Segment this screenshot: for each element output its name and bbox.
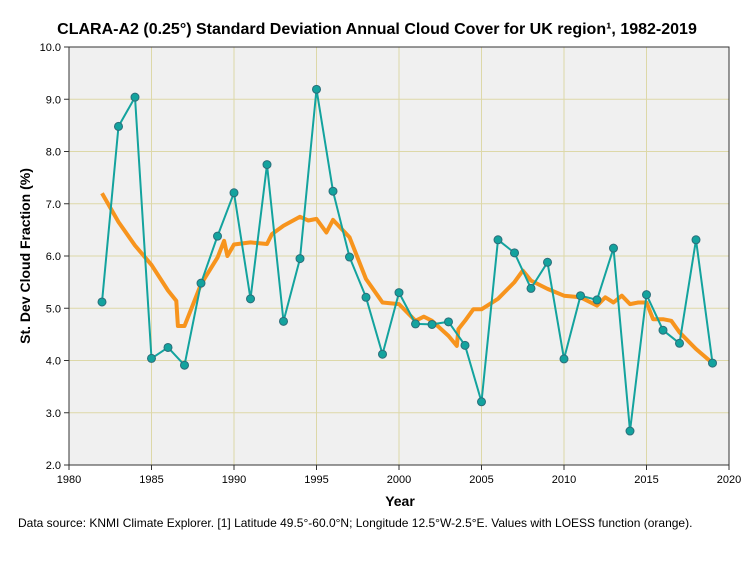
data-point (345, 252, 354, 262)
data-point (658, 325, 668, 335)
data-point (378, 349, 387, 359)
data-point (114, 121, 123, 131)
y-tick-label: 6.0 (46, 251, 61, 263)
y-tick-label: 10.0 (40, 42, 61, 54)
y-tick-label: 5.0 (46, 303, 61, 315)
data-point (543, 257, 552, 267)
data-point (477, 397, 486, 407)
data-point (493, 235, 503, 245)
x-tick-label: 2015 (634, 474, 658, 486)
data-point (147, 353, 156, 363)
data-point (163, 342, 173, 352)
x-axis-label: Year (385, 493, 415, 509)
y-tick-label: 8.0 (46, 147, 61, 159)
data-point (246, 294, 255, 304)
axes: 1980 1985 1990 1995 2000 2005 2010 2015 2020 2.0 3… (40, 42, 742, 486)
data-point (328, 186, 338, 196)
data-point (691, 235, 701, 245)
observed-line (101, 88, 714, 432)
chart-title: CLARA-A2 (0.25°) Standard Deviation Annu… (57, 21, 697, 38)
data-point (625, 426, 635, 436)
data-point (427, 319, 437, 329)
x-tick-label: 1980 (57, 474, 81, 486)
data-point (229, 188, 239, 198)
data-point (708, 358, 717, 368)
data-point (394, 288, 404, 298)
y-tick-label: 3.0 (46, 408, 61, 420)
x-tick-label: 2020 (717, 474, 741, 486)
y-axis-label: St. Dev Cloud Fraction (%) (17, 168, 33, 344)
data-point (609, 243, 618, 253)
x-tick-label: 2000 (387, 474, 411, 486)
x-tick-label: 1985 (139, 474, 163, 486)
data-point (675, 338, 684, 348)
loess-line (100, 192, 714, 365)
x-tick-label: 2010 (552, 474, 576, 486)
data-point (592, 295, 602, 305)
data-point (279, 316, 288, 326)
data-point (262, 160, 272, 170)
x-tick-label: 1990 (222, 474, 246, 486)
y-tick-label: 9.0 (46, 94, 61, 106)
data-point (130, 92, 140, 102)
y-tick-label: 4.0 (46, 356, 61, 368)
data-point (411, 319, 420, 329)
data-point (526, 283, 536, 293)
x-tick-label: 1995 (304, 474, 328, 486)
data-point (642, 290, 651, 300)
data-point (97, 297, 107, 307)
series-layer (97, 84, 717, 436)
data-point (576, 291, 585, 301)
plot-frame (68, 46, 730, 466)
data-point (444, 317, 453, 327)
data-point (312, 84, 321, 94)
footnote: Data source: KNMI Climate Explorer. [1] … (18, 516, 693, 530)
data-point (361, 292, 371, 302)
data-point (180, 360, 189, 370)
data-point (213, 231, 222, 241)
data-point (460, 340, 470, 350)
data-point (196, 278, 206, 288)
data-point (510, 248, 519, 258)
x-tick-label: 2005 (469, 474, 493, 486)
y-tick-label: 7.0 (46, 199, 61, 211)
data-point (559, 354, 569, 364)
y-tick-label: 2.0 (46, 460, 61, 472)
data-point (295, 254, 305, 264)
